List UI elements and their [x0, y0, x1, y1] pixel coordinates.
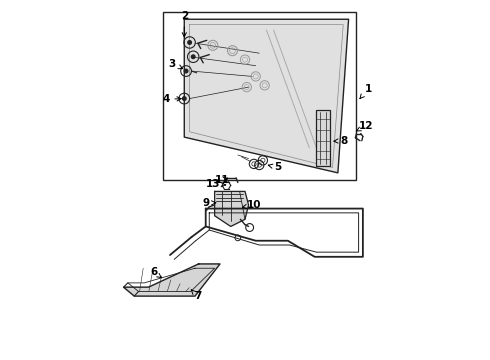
Text: 6: 6	[150, 267, 161, 278]
Text: 10: 10	[243, 200, 261, 210]
Bar	[163, 12, 356, 180]
Text: 11: 11	[215, 175, 229, 185]
Circle shape	[182, 97, 186, 100]
Text: 5: 5	[269, 162, 281, 172]
Text: 9: 9	[202, 198, 216, 208]
Circle shape	[184, 69, 188, 73]
Text: 8: 8	[334, 136, 348, 146]
Polygon shape	[123, 264, 220, 296]
Polygon shape	[215, 192, 248, 226]
Text: 1: 1	[360, 84, 372, 99]
Text: 7: 7	[191, 290, 201, 301]
Polygon shape	[184, 19, 348, 173]
Bar	[317, 111, 330, 166]
Text: 13: 13	[206, 179, 226, 189]
Text: 2: 2	[181, 12, 188, 37]
Circle shape	[192, 55, 195, 59]
Text: 4: 4	[162, 94, 181, 104]
Text: 3: 3	[169, 59, 183, 69]
Circle shape	[188, 41, 192, 44]
Text: 12: 12	[356, 121, 374, 131]
